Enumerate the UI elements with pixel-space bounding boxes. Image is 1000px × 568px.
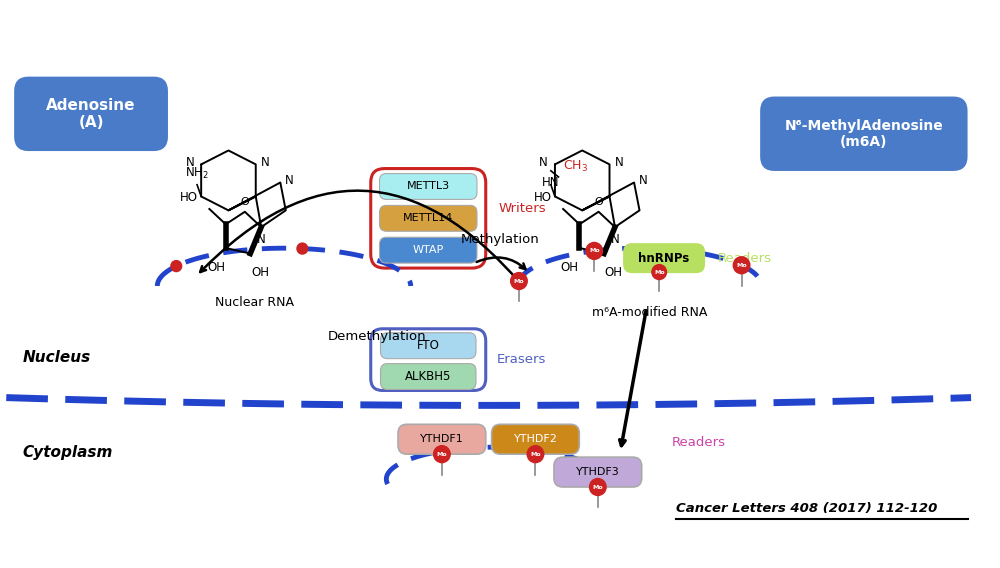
Text: Mo: Mo bbox=[592, 485, 603, 490]
Text: Mo: Mo bbox=[589, 248, 600, 253]
Text: O: O bbox=[240, 197, 249, 207]
FancyBboxPatch shape bbox=[371, 329, 486, 390]
FancyBboxPatch shape bbox=[624, 244, 704, 272]
Text: N: N bbox=[261, 156, 269, 169]
Text: Mo: Mo bbox=[437, 452, 447, 457]
Text: WTAP: WTAP bbox=[413, 245, 444, 255]
Circle shape bbox=[297, 243, 308, 254]
Text: YTHDF1: YTHDF1 bbox=[420, 435, 464, 444]
Circle shape bbox=[586, 243, 602, 260]
Text: HO: HO bbox=[180, 191, 198, 204]
Text: YTHDF2: YTHDF2 bbox=[514, 435, 557, 444]
Text: hnRNPs: hnRNPs bbox=[638, 252, 690, 265]
Circle shape bbox=[733, 257, 750, 274]
Text: HO: HO bbox=[533, 191, 551, 204]
FancyBboxPatch shape bbox=[398, 424, 486, 454]
Text: N⁶-MethylAdenosine
(m6A): N⁶-MethylAdenosine (m6A) bbox=[784, 119, 943, 149]
Text: Erasers: Erasers bbox=[496, 353, 546, 366]
FancyBboxPatch shape bbox=[762, 98, 966, 170]
Text: Demethylation: Demethylation bbox=[327, 330, 426, 343]
Text: N: N bbox=[611, 233, 619, 246]
Circle shape bbox=[527, 446, 544, 462]
FancyBboxPatch shape bbox=[380, 333, 476, 358]
Text: Methylation: Methylation bbox=[461, 233, 540, 246]
Text: Readers: Readers bbox=[718, 252, 772, 265]
Text: Readers: Readers bbox=[672, 436, 726, 449]
Text: N: N bbox=[614, 156, 623, 169]
FancyBboxPatch shape bbox=[371, 169, 486, 268]
Text: N: N bbox=[539, 156, 548, 169]
Text: OH: OH bbox=[561, 261, 579, 274]
FancyBboxPatch shape bbox=[554, 457, 642, 487]
Text: Nuclear RNA: Nuclear RNA bbox=[215, 296, 294, 309]
Text: CH$_3$: CH$_3$ bbox=[563, 159, 588, 174]
Text: OH: OH bbox=[251, 266, 269, 279]
Text: m⁶A-modified RNA: m⁶A-modified RNA bbox=[592, 306, 707, 319]
Circle shape bbox=[511, 273, 527, 290]
FancyBboxPatch shape bbox=[380, 174, 477, 199]
FancyBboxPatch shape bbox=[380, 237, 477, 263]
Circle shape bbox=[590, 479, 606, 495]
FancyBboxPatch shape bbox=[380, 206, 477, 231]
Text: N: N bbox=[639, 174, 648, 187]
Text: Cytoplasm: Cytoplasm bbox=[23, 445, 113, 460]
Circle shape bbox=[652, 265, 667, 279]
Text: Cancer Letters 408 (2017) 112-120: Cancer Letters 408 (2017) 112-120 bbox=[676, 502, 937, 515]
Text: Adenosine
(A): Adenosine (A) bbox=[46, 98, 136, 130]
Text: YTHDF3: YTHDF3 bbox=[576, 467, 620, 477]
Text: METTL14: METTL14 bbox=[403, 214, 453, 223]
Text: Mo: Mo bbox=[514, 278, 524, 283]
Text: FTO: FTO bbox=[417, 339, 440, 352]
Text: OH: OH bbox=[605, 266, 623, 279]
Circle shape bbox=[434, 446, 450, 462]
FancyBboxPatch shape bbox=[380, 364, 476, 390]
FancyBboxPatch shape bbox=[16, 78, 167, 149]
Circle shape bbox=[171, 261, 182, 272]
Text: ALKBH5: ALKBH5 bbox=[405, 370, 451, 383]
Text: O: O bbox=[594, 197, 603, 207]
Text: OH: OH bbox=[207, 261, 225, 274]
Text: Mo: Mo bbox=[736, 263, 747, 268]
Text: N: N bbox=[186, 156, 194, 169]
Text: NH$_2$: NH$_2$ bbox=[185, 166, 209, 181]
Text: HN: HN bbox=[542, 176, 560, 189]
Text: N: N bbox=[285, 174, 294, 187]
Text: Mo: Mo bbox=[654, 270, 665, 274]
Text: N: N bbox=[257, 233, 266, 246]
Text: Writers: Writers bbox=[498, 202, 546, 215]
Text: Nucleus: Nucleus bbox=[23, 350, 91, 365]
Text: METTL3: METTL3 bbox=[407, 182, 450, 191]
Text: Mo: Mo bbox=[530, 452, 541, 457]
FancyBboxPatch shape bbox=[492, 424, 579, 454]
